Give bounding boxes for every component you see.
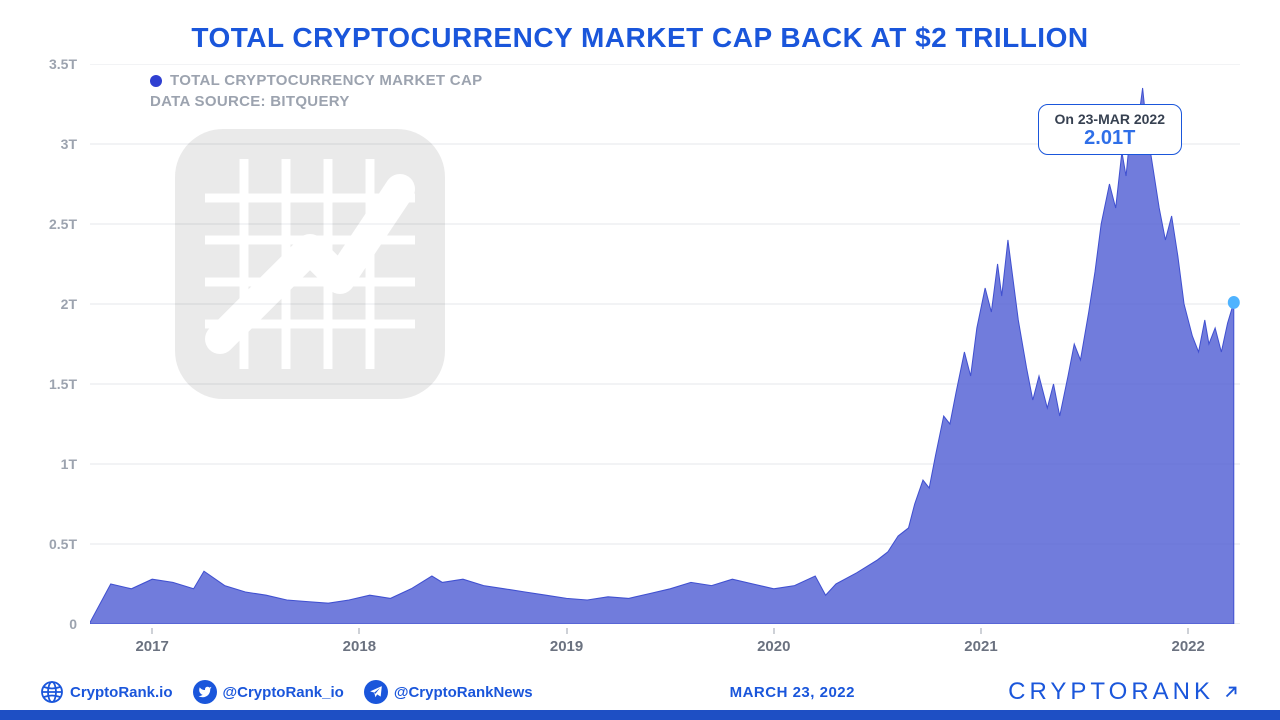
x-tick-label: 2022 bbox=[1172, 638, 1205, 655]
x-tick-label: 2019 bbox=[550, 638, 583, 655]
brand-logo[interactable]: CRYPTORANK bbox=[1008, 678, 1240, 706]
x-axis-ticks: 2017 2018 2019 2020 2021 2022 bbox=[90, 628, 1240, 664]
arrow-up-right-icon bbox=[1222, 683, 1240, 701]
y-tick-label: 3.5T bbox=[49, 56, 77, 72]
callout-value: 2.01T bbox=[1055, 127, 1165, 150]
y-tick-label: 1.5T bbox=[49, 376, 77, 392]
y-tick-label: 0 bbox=[69, 616, 77, 632]
social-label: CryptoRank.io bbox=[70, 684, 173, 701]
twitter-icon bbox=[193, 680, 217, 704]
y-tick-label: 2T bbox=[61, 296, 77, 312]
social-telegram[interactable]: @CryptoRankNews bbox=[364, 680, 533, 704]
y-tick-label: 2.5T bbox=[49, 216, 77, 232]
legend: TOTAL CRYPTOCURRENCY MARKET CAP DATA SOU… bbox=[150, 72, 482, 110]
y-tick-label: 1T bbox=[61, 456, 77, 472]
watermark-logo bbox=[160, 114, 460, 414]
social-label: @CryptoRank_io bbox=[223, 684, 344, 701]
legend-series-label: TOTAL CRYPTOCURRENCY MARKET CAP bbox=[170, 72, 482, 89]
x-tick-label: 2018 bbox=[343, 638, 376, 655]
y-tick-label: 0.5T bbox=[49, 536, 77, 552]
brand-text: CRYPTORANK bbox=[1008, 678, 1214, 706]
social-label: @CryptoRankNews bbox=[394, 684, 533, 701]
footer-accent-bar bbox=[0, 710, 1280, 720]
x-tick-label: 2017 bbox=[135, 638, 168, 655]
social-twitter[interactable]: @CryptoRank_io bbox=[193, 680, 344, 704]
chart-wrap: TOTAL CRYPTOCURRENCY MARKET CAP (USD) bbox=[0, 64, 1280, 664]
x-tick-label: 2021 bbox=[964, 638, 997, 655]
y-axis-ticks: 00.5T1T1.5T2T2.5T3T3.5T bbox=[30, 64, 85, 624]
x-tick-label: 2020 bbox=[757, 638, 790, 655]
footer-date: MARCH 23, 2022 bbox=[730, 684, 855, 701]
social-website[interactable]: CryptoRank.io bbox=[40, 680, 173, 704]
social-links: CryptoRank.io @CryptoRank_io @CryptoRank… bbox=[40, 680, 533, 704]
legend-source-label: DATA SOURCE: BITQUERY bbox=[150, 93, 482, 110]
y-tick-label: 3T bbox=[61, 136, 77, 152]
chart-title: TOTAL CRYPTOCURRENCY MARKET CAP BACK AT … bbox=[0, 0, 1280, 64]
telegram-icon bbox=[364, 680, 388, 704]
globe-icon bbox=[40, 680, 64, 704]
chart-area: TOTAL CRYPTOCURRENCY MARKET CAP DATA SOU… bbox=[30, 64, 1240, 664]
callout-date: On 23-MAR 2022 bbox=[1055, 111, 1165, 127]
legend-dot-icon bbox=[150, 75, 162, 87]
chart-container: TOTAL CRYPTOCURRENCY MARKET CAP BACK AT … bbox=[0, 0, 1280, 720]
footer: CryptoRank.io @CryptoRank_io @CryptoRank… bbox=[0, 664, 1280, 720]
value-callout: On 23-MAR 2022 2.01T bbox=[1038, 104, 1182, 155]
